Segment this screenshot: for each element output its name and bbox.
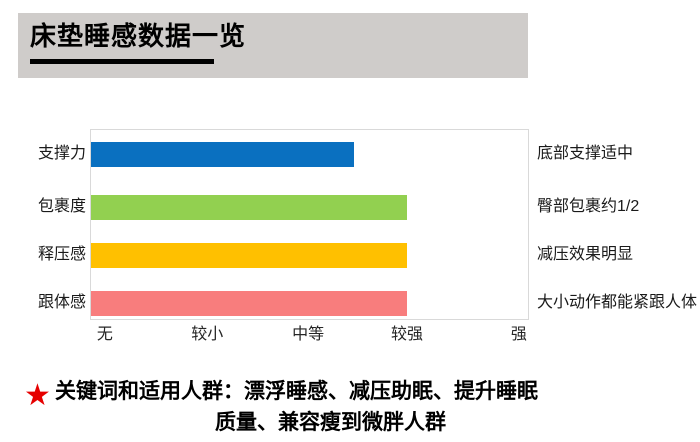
bar-支撑力 xyxy=(91,142,355,167)
x-tick-label: 较强 xyxy=(390,326,423,343)
bar-annotation: 大小动作都能紧跟人体 xyxy=(537,294,698,311)
plot-area xyxy=(90,129,529,320)
bar-包裹度 xyxy=(91,195,407,220)
x-tick-label: 无 xyxy=(96,326,113,343)
bar-annotation: 臀部包裹约1/2 xyxy=(537,198,640,215)
bar-annotation: 减压效果明显 xyxy=(537,246,634,263)
star-icon: ★ xyxy=(24,379,51,412)
x-tick-label: 强 xyxy=(510,326,527,343)
footer-keywords-line1: 关键词和适用人群：漂浮睡感、减压助眠、提升睡眠 xyxy=(55,380,538,403)
category-label: 包裹度 xyxy=(37,198,86,215)
bar-跟体感 xyxy=(91,291,407,316)
x-tick-label: 较小 xyxy=(191,326,224,343)
category-label: 支撑力 xyxy=(37,145,86,162)
category-label: 跟体感 xyxy=(37,294,86,311)
title-underline xyxy=(30,59,214,64)
footer-keywords-line2: 质量、兼容瘦到微胖人群 xyxy=(215,411,446,434)
x-tick-label: 中等 xyxy=(292,326,325,343)
bar-chart: 支撑力 底部支撑适中包裹度 臀部包裹约1/2 释压感 减压效果明显跟体感 大小动作都能紧跟… xyxy=(0,129,700,345)
header-banner: 床垫睡感数据一览 xyxy=(18,13,528,78)
bar-annotation: 底部支撑适中 xyxy=(537,145,634,162)
page-title: 床垫睡感数据一览 xyxy=(30,21,247,51)
category-label: 释压感 xyxy=(37,246,86,263)
bar-释压感 xyxy=(91,243,407,268)
